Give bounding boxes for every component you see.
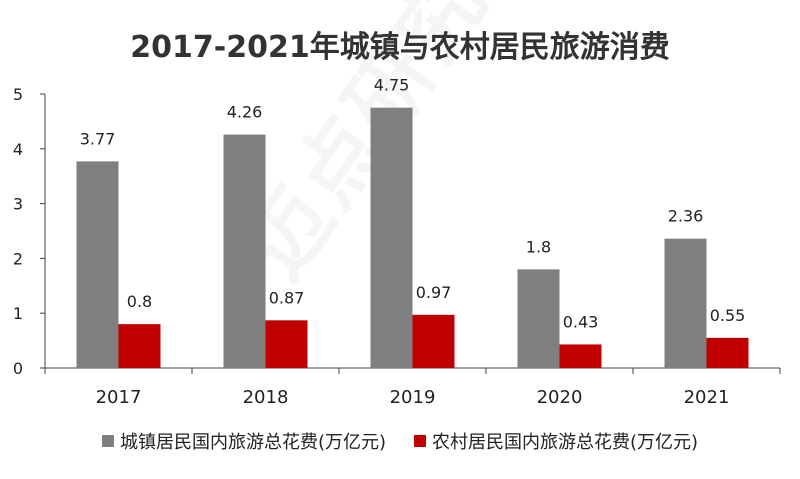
legend-item-rural: 农村居民国内旅游总花费(万亿元)	[414, 428, 698, 454]
x-tick-label: 2017	[96, 387, 142, 408]
data-label-urban: 1.8	[526, 237, 551, 256]
bar-rural	[412, 314, 455, 368]
bar-rural	[265, 320, 308, 368]
y-tick-label: 3	[13, 195, 23, 214]
bar-urban	[517, 269, 560, 368]
bar-urban	[370, 107, 413, 368]
x-tick-label: 2021	[684, 387, 730, 408]
legend-label-rural: 农村居民国内旅游总花费(万亿元)	[432, 432, 699, 453]
y-tick-label: 0	[13, 359, 23, 378]
y-tick-label: 5	[13, 85, 23, 104]
x-tick-label: 2019	[390, 387, 436, 408]
legend-swatch-rural	[414, 435, 426, 447]
data-label-urban: 3.77	[80, 129, 116, 148]
bar-urban	[664, 238, 707, 368]
bar-rural	[559, 344, 602, 368]
legend-label-urban: 城镇居民国内旅游总花费(万亿元)	[119, 432, 386, 453]
data-label-rural: 0.87	[269, 288, 305, 307]
data-label-urban: 4.75	[374, 76, 410, 95]
x-tick-label: 2018	[243, 387, 289, 408]
bar-urban	[76, 161, 119, 368]
data-label-rural: 0.55	[710, 306, 746, 325]
bar-urban	[223, 134, 266, 368]
bar-rural	[706, 337, 749, 368]
legend: 城镇居民国内旅游总花费(万亿元) 农村居民国内旅游总花费(万亿元)	[0, 428, 800, 454]
y-tick-label: 4	[13, 140, 23, 159]
y-tick-label: 1	[13, 304, 23, 323]
y-tick-label: 2	[13, 249, 23, 268]
chart-title: 2017-2021年城镇与农村居民旅游消费	[130, 30, 670, 65]
data-label-rural: 0.97	[416, 283, 452, 302]
bar-rural	[118, 324, 161, 368]
data-label-rural: 0.8	[127, 292, 152, 311]
data-label-urban: 2.36	[668, 207, 704, 226]
legend-swatch-urban	[101, 435, 114, 447]
x-tick-label: 2020	[537, 387, 583, 408]
data-label-urban: 4.26	[227, 103, 263, 122]
legend-item-urban: 城镇居民国内旅游总花费(万亿元)	[101, 428, 386, 454]
data-label-rural: 0.43	[563, 312, 599, 331]
